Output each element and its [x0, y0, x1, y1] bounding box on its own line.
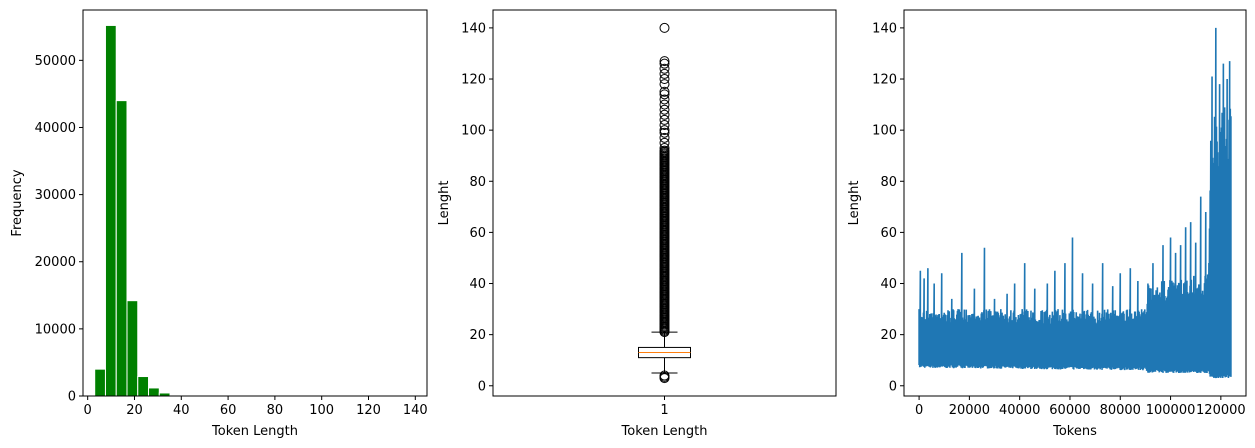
boxplot-y-tick-label: 80 [469, 175, 486, 190]
lineplot-y-tick-label: 20 [880, 328, 897, 343]
lineplot-x-tick-label: 0 [915, 403, 923, 418]
histogram-x-tick-label: 120 [356, 403, 381, 418]
lineplot-x-tick-label: 40000 [999, 403, 1040, 418]
histogram-bar [126, 300, 139, 397]
boxplot-outlier [659, 79, 670, 90]
boxplot-outlier [659, 145, 670, 156]
histogram-y-tick-label: 30000 [35, 188, 76, 203]
histogram-bar [137, 376, 150, 397]
lineplot-x-ticks: 0 20000 40000 60000 80000 100000 120000 [915, 396, 1246, 418]
boxplot-outlier [659, 74, 670, 85]
histogram-y-tick-label: 50000 [35, 54, 76, 69]
boxplot-outlier [659, 89, 670, 100]
histogram-x-axis-label: Token Length [211, 424, 298, 439]
boxplot-y-tick-label: 0 [478, 379, 486, 394]
boxplot-outlier [659, 143, 670, 154]
boxplot-marks [638, 22, 691, 384]
lineplot-axes-frame [903, 9, 1247, 397]
boxplot-x-tick-label: 1 [660, 403, 668, 418]
lineplot-x-tick-label: 80000 [1100, 403, 1141, 418]
lineplot-y-tick-label: 0 [889, 379, 897, 394]
boxplot-outlier [659, 56, 670, 67]
lineplot-panel: 0 20000 40000 60000 80000 100000 120000 0 20 40 6… [847, 9, 1247, 439]
boxplot-panel: 1 0 20 40 60 80 100 120 140 Token Length Lenght [437, 9, 837, 439]
boxplot-outlier [659, 370, 670, 381]
histogram-bar [94, 368, 106, 397]
histogram-y-ticks: 0 10000 20000 30000 40000 50000 [35, 54, 83, 405]
histogram-axes-frame [82, 9, 428, 397]
boxplot-outlier [659, 86, 670, 97]
lineplot-y-ticks: 0 20 40 60 80 100 120 140 [872, 21, 904, 394]
boxplot-outlier [659, 125, 670, 136]
boxplot-outlier [659, 127, 670, 138]
boxplot-x-ticks: 1 [660, 396, 669, 418]
boxplot-y-ticks: 0 20 40 60 80 100 120 140 [461, 21, 493, 394]
lineplot-x-tick-label: 60000 [1049, 403, 1090, 418]
lineplot-y-tick-label: 120 [872, 73, 897, 88]
histogram-y-tick-label: 20000 [35, 255, 76, 270]
histogram-bar [148, 387, 160, 397]
boxplot-outlier [659, 94, 670, 105]
histogram-y-tick-label: 40000 [35, 121, 76, 136]
histogram-y-tick-label: 10000 [35, 322, 76, 337]
boxplot-outlier [659, 99, 670, 110]
boxplot-outlier [659, 132, 670, 143]
boxplot-outlier [659, 63, 670, 74]
histogram-x-tick-label: 40 [173, 403, 190, 418]
boxplot-y-tick-label: 60 [469, 226, 486, 241]
boxplot-y-tick-label: 120 [461, 73, 486, 88]
boxplot-outlier [659, 22, 670, 33]
lineplot-series-line [918, 27, 1232, 379]
lineplot-y-axis-label: Lenght [847, 181, 862, 226]
histogram-x-tick-label: 0 [84, 403, 92, 418]
boxplot-y-axis-label: Lenght [437, 181, 452, 226]
histogram-x-tick-label: 20 [126, 403, 143, 418]
boxplot-y-tick-label: 100 [461, 124, 486, 139]
boxplot-outlier [659, 104, 670, 115]
lineplot-marks [918, 27, 1232, 379]
lineplot-x-tick-label: 120000 [1196, 403, 1246, 418]
boxplot-outlier [659, 137, 670, 148]
lineplot-y-tick-label: 80 [880, 175, 897, 190]
lineplot-y-tick-label: 100 [872, 124, 897, 139]
lineplot-x-tick-label: 100000 [1146, 403, 1196, 418]
histogram-bars [94, 24, 203, 397]
histogram-panel: 0 20 40 60 80 100 120 140 0 10000 20000 30000 40000… [10, 9, 428, 439]
boxplot-y-tick-label: 140 [461, 21, 486, 36]
boxplot-outlier [659, 68, 670, 79]
histogram-y-axis-label: Frequency [10, 169, 25, 236]
boxplot-y-tick-label: 20 [469, 328, 486, 343]
boxplot-outlier [659, 109, 670, 120]
boxplot-y-tick-label: 40 [469, 277, 486, 292]
histogram-x-tick-label: 140 [403, 403, 428, 418]
lineplot-y-tick-label: 140 [872, 21, 897, 36]
histogram-bar [115, 100, 128, 397]
histogram-x-tick-label: 80 [267, 403, 284, 418]
histogram-x-tick-label: 100 [309, 403, 334, 418]
lineplot-x-axis-label: Tokens [1052, 424, 1097, 439]
lineplot-y-tick-label: 40 [880, 277, 897, 292]
boxplot-x-axis-label: Token Length [621, 424, 708, 439]
lineplot-y-tick-label: 60 [880, 226, 897, 241]
histogram-x-tick-label: 60 [220, 403, 237, 418]
histogram-bar [104, 24, 117, 397]
boxplot-outlier [659, 114, 670, 125]
histogram-x-ticks: 0 20 40 60 80 100 120 140 [84, 396, 428, 418]
histogram-y-tick-label: 0 [68, 390, 76, 405]
boxplot-outlier [659, 58, 670, 69]
lineplot-x-tick-label: 20000 [949, 403, 990, 418]
boxplot-outlier [659, 120, 670, 131]
